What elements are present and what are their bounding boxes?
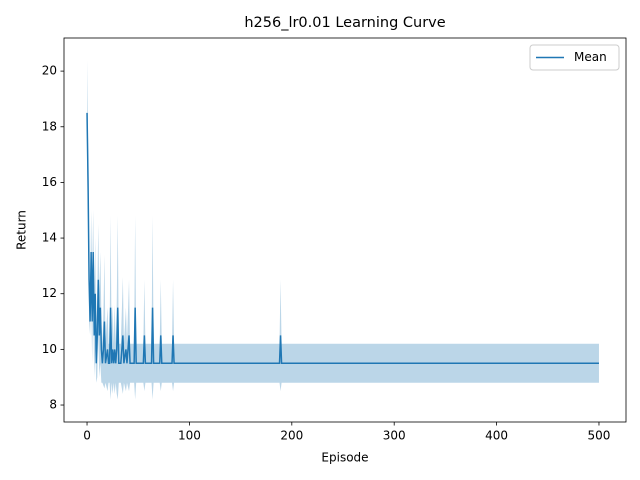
y-tick-label: 12 <box>42 286 57 300</box>
y-tick-label: 16 <box>42 175 57 189</box>
y-tick-label: 14 <box>42 231 57 245</box>
y-axis-label: Return <box>15 210 29 250</box>
legend-box <box>529 44 620 71</box>
y-tick-label: 10 <box>42 342 57 356</box>
x-tick-label: 500 <box>588 429 611 443</box>
x-tick-label: 0 <box>83 429 91 443</box>
x-tick-label: 300 <box>383 429 406 443</box>
chart-title: h256_lr0.01 Learning Curve <box>244 15 445 31</box>
y-tick-label: 8 <box>49 398 57 412</box>
x-tick-label: 400 <box>485 429 508 443</box>
y-tick-label: 20 <box>42 64 57 78</box>
series-line <box>86 112 599 365</box>
x-tick-label: 100 <box>178 429 201 443</box>
x-tick-label: 200 <box>280 429 303 443</box>
plot-frame <box>63 37 627 423</box>
std-band <box>87 59 599 400</box>
x-axis-label: Episode <box>321 451 368 465</box>
legend-label: Mean <box>574 50 607 64</box>
y-tick-label: 18 <box>42 119 57 133</box>
